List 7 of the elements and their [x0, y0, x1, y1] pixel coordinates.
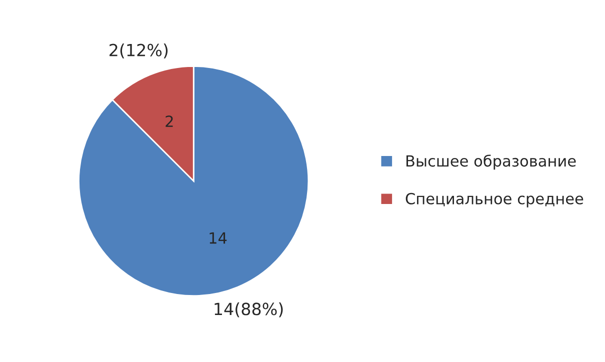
legend-label: Высшее образование [406, 154, 576, 170]
data-label: 2(12%) [110, 44, 168, 58]
pie-slice [78, 65, 310, 297]
text: 14 [210, 232, 227, 244]
data-label: 14(88%) [214, 302, 283, 318]
text: 2 [166, 116, 173, 127]
legend-label: Специальное среднее [406, 192, 584, 208]
